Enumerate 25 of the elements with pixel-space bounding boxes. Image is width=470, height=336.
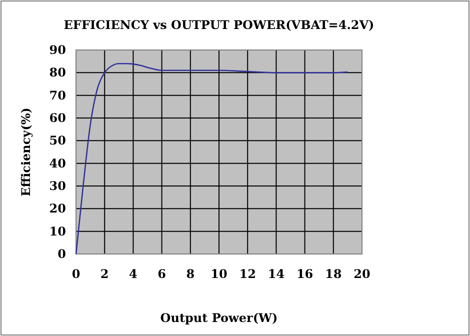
x-tick-label: 20 xyxy=(354,267,370,281)
y-tick-label: 20 xyxy=(49,202,66,216)
x-axis-title: Output Power(W) xyxy=(160,311,278,325)
x-tick-label: 10 xyxy=(210,267,228,281)
x-tick-label: 16 xyxy=(296,267,314,281)
x-tick-label: 8 xyxy=(186,267,195,281)
y-tick-label: 50 xyxy=(49,134,66,148)
y-tick-label: 30 xyxy=(49,179,66,193)
x-tick-label: 0 xyxy=(72,267,80,281)
chart-title: EFFICIENCY vs OUTPUT POWER(VBAT=4.2V) xyxy=(64,18,374,32)
x-tick-label: 6 xyxy=(158,267,166,281)
x-tick-label: 12 xyxy=(239,267,256,281)
y-tick-label: 40 xyxy=(49,156,66,170)
x-tick-label: 2 xyxy=(100,267,109,281)
y-tick-label: 90 xyxy=(49,43,66,57)
x-tick-label: 18 xyxy=(325,267,342,281)
y-tick-label: 80 xyxy=(49,66,66,80)
x-tick-label: 4 xyxy=(129,267,138,281)
y-tick-label: 70 xyxy=(49,88,66,102)
y-tick-label: 0 xyxy=(58,247,66,261)
x-tick-label: 14 xyxy=(268,267,285,281)
line-series xyxy=(75,62,348,255)
y-axis-title: Efficiency(%) xyxy=(19,108,33,196)
y-tick-label: 60 xyxy=(49,111,66,125)
y-tick-label: 10 xyxy=(49,224,66,238)
